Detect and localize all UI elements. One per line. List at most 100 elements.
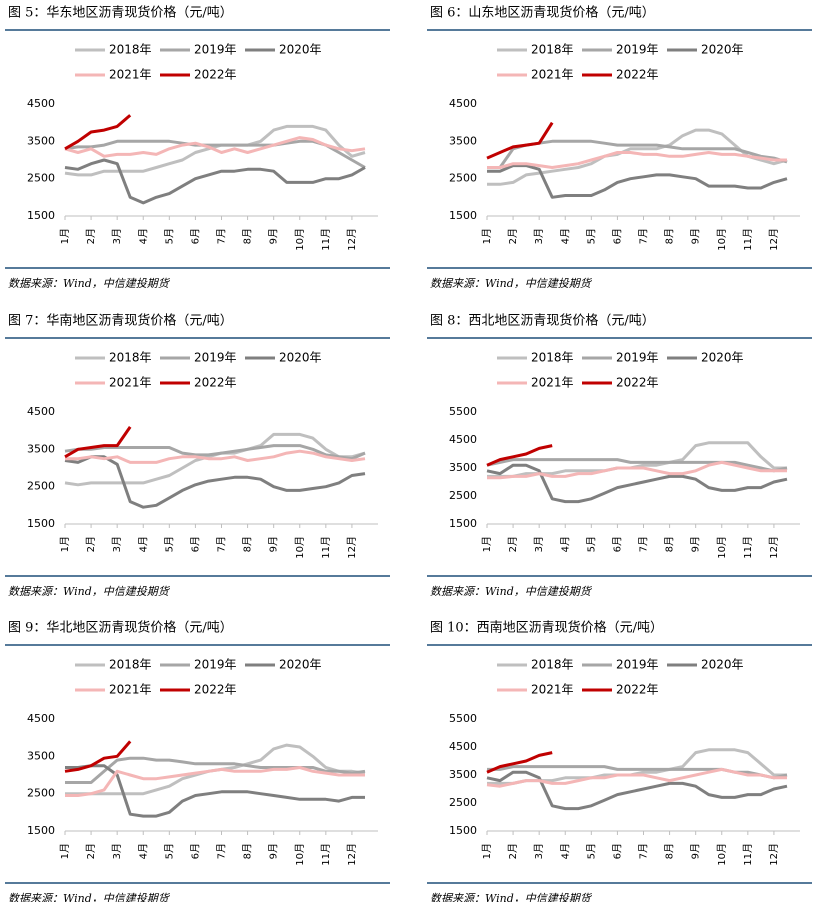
- source-note: 数据来源：Wind，中信建投期货: [8, 585, 171, 598]
- series-line: [64, 114, 132, 151]
- y-tick-label: 2500: [27, 787, 55, 800]
- series-line: [487, 151, 787, 169]
- legend-label: 2022年: [616, 683, 659, 697]
- x-tick-label: 8月: [664, 843, 676, 859]
- y-tick-label: 1500: [27, 824, 55, 837]
- legend-label: 2018年: [531, 43, 574, 57]
- legend-label: 2022年: [194, 683, 237, 697]
- y-tick-label: 4500: [449, 433, 477, 446]
- x-tick-label: 5月: [585, 843, 597, 859]
- x-tick-label: 5月: [163, 228, 175, 244]
- legend-label: 2019年: [194, 658, 237, 672]
- legend-label: 2020年: [701, 43, 744, 57]
- x-tick-label: 10月: [294, 228, 306, 251]
- figure-caption: 图 10：西南地区沥青现货价格（元/吨）: [430, 620, 663, 636]
- x-tick-label: 1月: [481, 228, 493, 244]
- y-tick-label: 4500: [27, 405, 55, 418]
- x-tick-label: 12月: [346, 843, 358, 866]
- series-line: [65, 449, 366, 464]
- series-line: [486, 767, 787, 788]
- series-line: [64, 124, 366, 177]
- legend-label: 2018年: [109, 351, 152, 365]
- x-tick-label: 2月: [85, 536, 97, 552]
- legend-label: 2021年: [531, 683, 574, 697]
- legend-label: 2021年: [109, 376, 152, 390]
- x-tick-label: 1月: [59, 228, 71, 244]
- x-tick-label: 1月: [59, 536, 71, 552]
- y-tick-label: 3500: [449, 461, 477, 474]
- y-tick-label: 5500: [449, 712, 477, 725]
- series-line: [487, 128, 788, 186]
- x-tick-label: 12月: [346, 228, 358, 251]
- x-tick-label: 12月: [768, 228, 780, 251]
- legend-label: 2021年: [531, 376, 574, 390]
- x-tick-label: 3月: [533, 228, 545, 244]
- source-note: 数据来源：Wind，中信建投期货: [430, 585, 593, 598]
- x-tick-label: 11月: [320, 536, 332, 559]
- x-tick-label: 3月: [111, 843, 123, 859]
- y-tick-label: 1500: [27, 209, 55, 222]
- x-tick-label: 2月: [85, 228, 97, 244]
- y-tick-label: 4500: [27, 712, 55, 725]
- y-tick-label: 3500: [27, 749, 55, 762]
- figure-caption: 图 5：华东地区沥青现货价格（元/吨）: [8, 5, 233, 21]
- series-line: [64, 455, 366, 509]
- legend-label: 2021年: [109, 68, 152, 82]
- series-line: [486, 458, 788, 473]
- x-tick-label: 1月: [59, 843, 71, 859]
- x-tick-label: 9月: [690, 536, 702, 552]
- y-tick-label: 1500: [449, 824, 477, 837]
- x-tick-label: 2月: [507, 536, 519, 552]
- legend-label: 2019年: [616, 658, 659, 672]
- y-tick-label: 3500: [449, 134, 477, 147]
- x-tick-label: 12月: [768, 536, 780, 559]
- y-tick-label: 4500: [449, 740, 477, 753]
- y-tick-label: 3500: [27, 442, 55, 455]
- series-line: [65, 766, 365, 797]
- legend-label: 2020年: [701, 351, 744, 365]
- series-line: [486, 751, 553, 774]
- x-tick-label: 3月: [111, 228, 123, 244]
- x-tick-label: 3月: [533, 843, 545, 859]
- legend-label: 2020年: [279, 351, 322, 365]
- x-tick-label: 11月: [742, 843, 754, 866]
- legend-label: 2022年: [194, 376, 237, 390]
- series-line: [486, 444, 553, 467]
- x-tick-label: 6月: [189, 536, 201, 552]
- x-tick-label: 9月: [690, 228, 702, 244]
- x-tick-label: 4月: [559, 843, 571, 859]
- series-line: [486, 463, 788, 504]
- x-tick-label: 11月: [742, 536, 754, 559]
- x-tick-label: 7月: [216, 536, 228, 552]
- x-tick-label: 4月: [137, 843, 149, 859]
- x-tick-label: 9月: [268, 843, 280, 859]
- y-tick-label: 1500: [449, 209, 477, 222]
- figure-caption: 图 8：西北地区沥青现货价格（元/吨）: [430, 313, 655, 329]
- source-note: 数据来源：Wind，中信建投期货: [8, 277, 171, 290]
- y-tick-label: 1500: [27, 517, 55, 530]
- x-tick-label: 8月: [664, 536, 676, 552]
- x-tick-label: 5月: [585, 228, 597, 244]
- legend-label: 2018年: [531, 658, 574, 672]
- legend-label: 2020年: [279, 658, 322, 672]
- series-line: [64, 444, 366, 461]
- x-tick-label: 10月: [716, 228, 728, 251]
- x-tick-label: 11月: [320, 228, 332, 251]
- x-tick-label: 10月: [294, 843, 306, 866]
- legend-label: 2022年: [194, 68, 237, 82]
- x-tick-label: 1月: [481, 843, 493, 859]
- x-tick-label: 10月: [716, 843, 728, 866]
- y-tick-label: 2500: [449, 172, 477, 185]
- x-tick-label: 6月: [611, 228, 623, 244]
- legend-label: 2021年: [109, 683, 152, 697]
- x-tick-label: 5月: [585, 536, 597, 552]
- y-tick-label: 2500: [449, 489, 477, 502]
- x-tick-label: 2月: [507, 843, 519, 859]
- legend-label: 2021年: [531, 68, 574, 82]
- x-tick-label: 10月: [716, 536, 728, 559]
- x-tick-label: 4月: [137, 536, 149, 552]
- source-note: 数据来源：Wind，中信建投期货: [430, 277, 593, 290]
- legend-label: 2022年: [616, 68, 659, 82]
